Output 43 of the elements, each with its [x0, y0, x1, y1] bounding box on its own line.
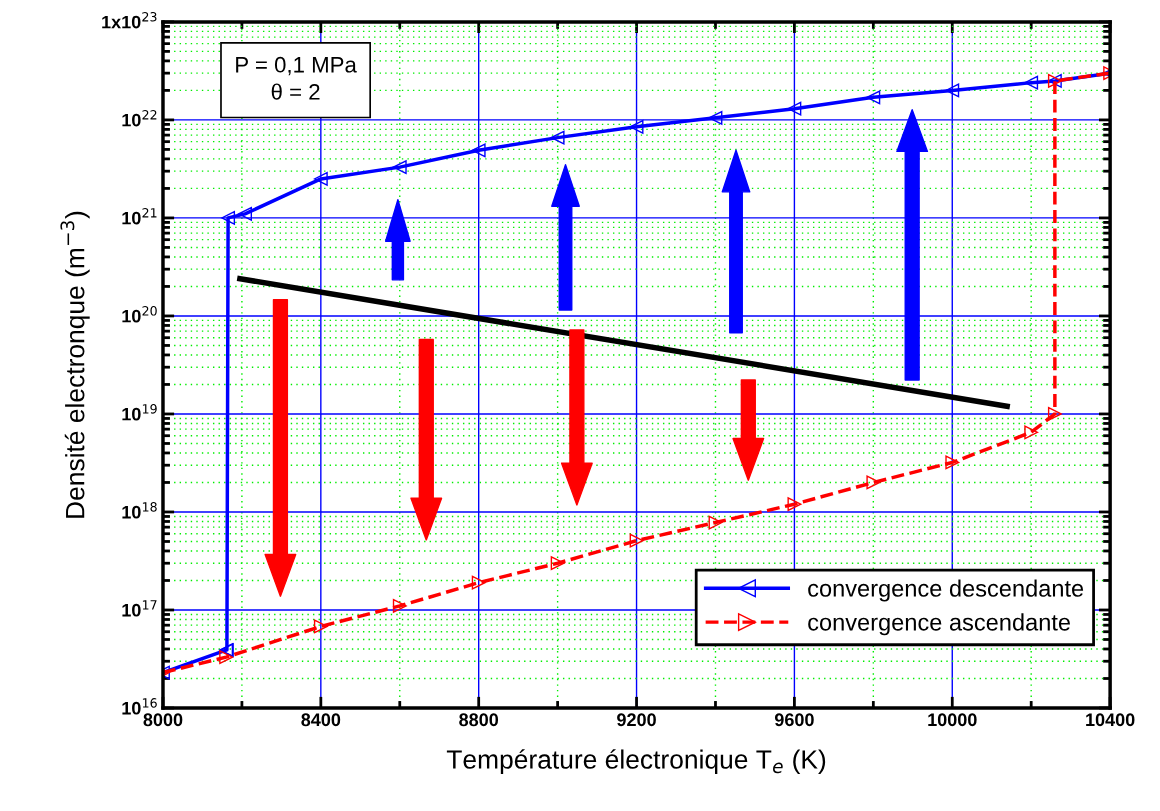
point	[313, 619, 328, 634]
point	[550, 130, 565, 145]
x-axis-title: Température électronique T$_{e}$ (K)	[446, 749, 826, 775]
y-tick-label: 1x10$^{23}$	[102, 12, 157, 29]
point	[866, 475, 881, 490]
y-tick-label: 10$^{21}$	[122, 208, 157, 225]
x-tick-label: 9600	[774, 713, 814, 727]
x-tick-label: 10000	[928, 713, 977, 727]
point	[708, 110, 723, 125]
x-tick-label: 8000	[143, 713, 183, 727]
point	[392, 598, 407, 613]
point	[313, 171, 328, 186]
point	[221, 210, 236, 225]
point	[945, 455, 960, 470]
y-tick-label: 10$^{17}$	[122, 600, 157, 617]
point	[219, 650, 234, 665]
x-tick-label: 9200	[617, 713, 656, 727]
annotation: P = 0,1 MPa θ = 2	[236, 56, 357, 100]
y-tick-label: 10$^{18}$	[122, 502, 157, 519]
y-tick-label: 10$^{20}$	[122, 306, 157, 323]
point	[866, 90, 881, 105]
point	[629, 119, 644, 134]
x-tick-label: 8400	[301, 713, 341, 727]
point	[238, 206, 253, 221]
x-tick-label: 8800	[459, 713, 499, 727]
point	[1047, 407, 1062, 421]
y-tick-label: 10$^{22}$	[122, 110, 157, 127]
y-tick-label: 10$^{19}$	[122, 404, 157, 421]
legend-label: convergence ascendante	[808, 613, 1070, 636]
point	[1024, 425, 1039, 440]
x-tick-label: 10400	[1086, 713, 1135, 727]
legend-label: convergence descendante	[808, 579, 1084, 602]
y-axis-title: Densité electronque (m$^{−3}$)	[60, 211, 90, 518]
point	[787, 101, 802, 116]
point	[708, 515, 723, 530]
point	[629, 533, 644, 548]
point	[550, 556, 565, 571]
point	[787, 497, 802, 512]
point	[471, 143, 486, 158]
point	[392, 160, 407, 175]
point	[945, 83, 960, 98]
point	[471, 575, 486, 590]
point	[1024, 75, 1039, 90]
